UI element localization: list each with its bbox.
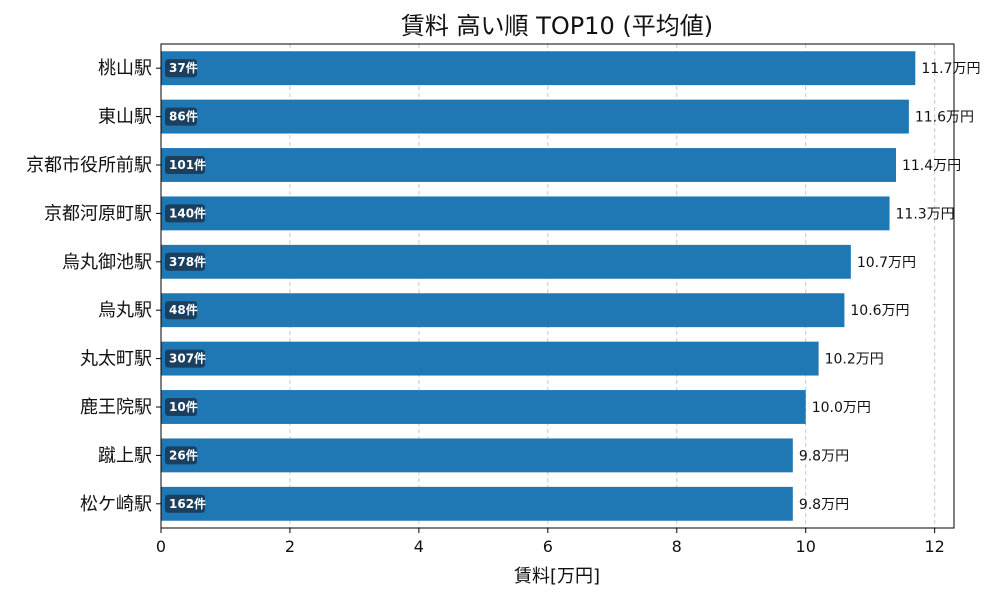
bar (161, 51, 916, 86)
x-tick-label: 10 (796, 537, 816, 556)
bar (161, 244, 851, 279)
x-tick-label: 0 (156, 537, 166, 556)
count-badge (165, 204, 205, 223)
y-tick-label: 丸太町駅 (80, 349, 152, 370)
count-label: 307件 (169, 351, 206, 366)
count-label: 140件 (169, 205, 206, 220)
value-label: 10.2万円 (825, 352, 884, 368)
bar (161, 293, 845, 328)
bar (161, 390, 806, 424)
count-badge (165, 446, 197, 465)
value-label: 11.4万円 (902, 158, 961, 174)
y-tick-label: 桃山駅 (98, 58, 152, 79)
plot-frame (160, 43, 955, 529)
value-label: 11.7万円 (921, 61, 980, 77)
value-label: 9.8万円 (799, 448, 849, 464)
x-tick-label: 6 (543, 537, 553, 556)
y-tick-label: 烏丸御池駅 (62, 252, 152, 273)
value-label: 10.6万円 (850, 303, 909, 319)
count-label: 10件 (169, 399, 198, 414)
bars: 37件 11.7万円 86件 11.6万円 101件 11.4万円 140件 11.3万円 37… (161, 51, 980, 521)
count-badge (165, 156, 205, 174)
count-label: 378件 (169, 254, 206, 269)
count-label: 86件 (169, 109, 198, 124)
y-axis: 桃山駅東山駅京都市役所前駅京都河原町駅烏丸御池駅烏丸駅丸太町駅鹿王院駅蹴上駅松ケ… (26, 58, 161, 515)
y-tick-label: 松ケ崎駅 (80, 494, 152, 515)
x-axis-label: 賃料[万円] (514, 566, 600, 587)
count-badge (165, 301, 197, 320)
count-badge (165, 252, 205, 271)
x-axis: 0 2 4 6 8 10 12 (156, 528, 945, 556)
x-tick-label: 12 (924, 537, 944, 556)
bar (161, 341, 819, 376)
value-label: 10.0万円 (812, 400, 871, 416)
y-tick-label: 烏丸駅 (98, 300, 152, 321)
count-badge (165, 494, 205, 513)
count-label: 101件 (169, 157, 206, 172)
count-label: 162件 (169, 496, 206, 511)
value-label: 11.3万円 (896, 206, 955, 222)
value-label: 11.6万円 (915, 110, 974, 126)
count-badge (165, 349, 205, 368)
count-badge (165, 59, 197, 78)
bar (161, 486, 793, 521)
count-label: 48件 (169, 302, 198, 317)
count-label: 37件 (169, 60, 198, 75)
y-tick-label: 京都市役所前駅 (26, 155, 152, 176)
bar (161, 196, 890, 231)
count-badge (165, 107, 197, 126)
value-label: 10.7万円 (857, 255, 916, 271)
bar (161, 99, 909, 134)
x-tick-label: 4 (414, 537, 424, 556)
value-label: 9.8万円 (799, 497, 849, 513)
bar (161, 438, 793, 473)
y-tick-label: 鹿王院駅 (80, 397, 152, 418)
y-tick-label: 京都河原町駅 (44, 203, 152, 224)
y-tick-label: 蹴上駅 (98, 445, 152, 466)
count-label: 26件 (169, 447, 198, 462)
count-badge (165, 398, 197, 416)
bar (161, 148, 896, 182)
x-tick-label: 2 (285, 537, 295, 556)
chart-title: 賃料 高い順 TOP10 (平均値) (401, 12, 713, 40)
x-tick-label: 8 (672, 537, 682, 556)
y-tick-label: 東山駅 (98, 107, 152, 128)
